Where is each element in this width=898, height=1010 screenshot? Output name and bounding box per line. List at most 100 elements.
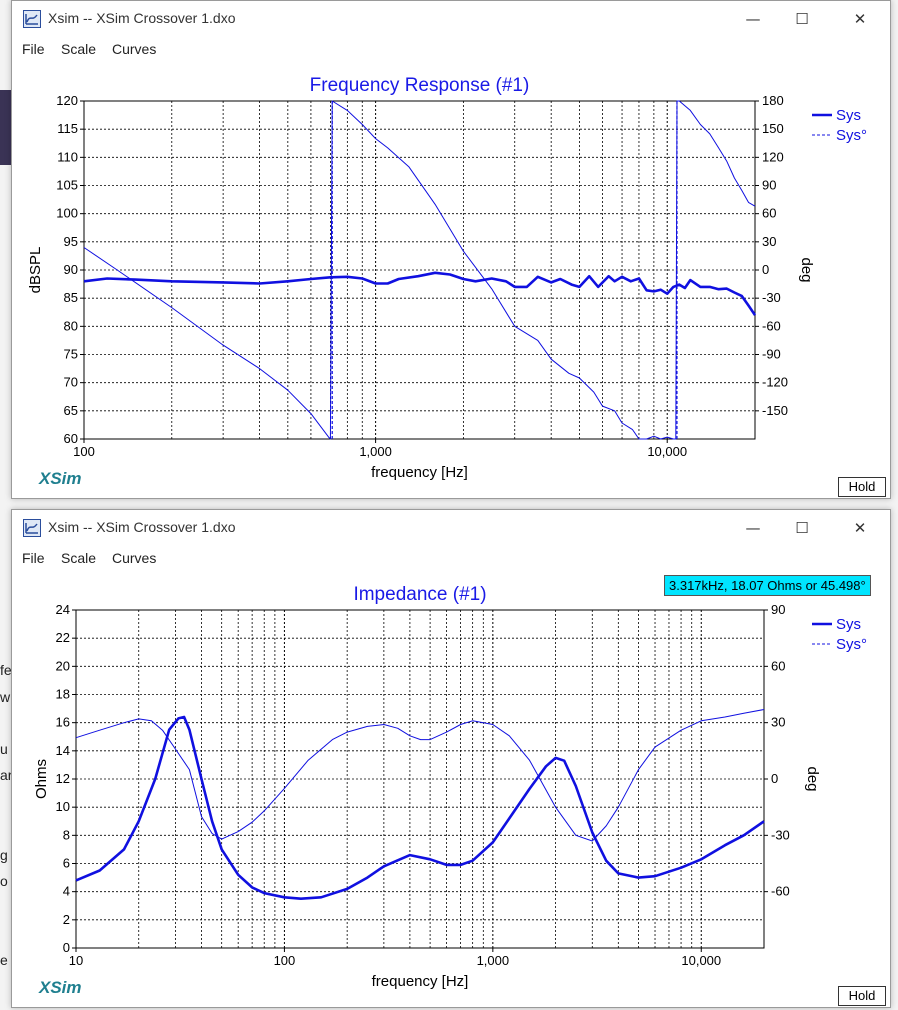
x-tick-label: 100 [73, 444, 95, 459]
frequency-response-window: Xsim -- XSim Crossover 1.dxo — ☐ ✕ File … [11, 0, 891, 499]
legend-label: Sys° [836, 636, 867, 653]
series-line-sys-phase [83, 100, 756, 440]
y-tick-label: 110 [57, 149, 78, 164]
y-tick-label: 85 [64, 290, 78, 305]
xsim-app-icon [23, 519, 41, 537]
y2-tick-label: -90 [762, 347, 781, 362]
impedance-window: Xsim -- XSim Crossover 1.dxo — ☐ ✕ File … [11, 509, 891, 1008]
y-tick-label: 115 [57, 121, 78, 136]
minimize-button[interactable]: — [745, 10, 761, 28]
y-tick-label: 95 [64, 234, 78, 249]
y-tick-label: 0 [63, 940, 70, 955]
background-text: e [0, 952, 8, 968]
close-button[interactable]: ✕ [853, 519, 867, 537]
maximize-button[interactable]: ☐ [795, 10, 809, 28]
y2-tick-label: 30 [762, 234, 776, 249]
background-text: g [0, 847, 8, 863]
y-axis-label: dBSPL [27, 247, 44, 294]
y2-tick-label: 0 [762, 262, 769, 277]
x-tick-label: 1,000 [477, 953, 510, 968]
y-tick-label: 16 [56, 715, 70, 730]
background-text: o [0, 873, 8, 889]
series-line-sys [83, 271, 757, 316]
x-tick-label: 10,000 [647, 444, 687, 459]
series-line-sys [75, 715, 765, 900]
impedance-chart[interactable]: Impedance (#1)024681012141618202224-60-3… [12, 570, 888, 1006]
window-title: Xsim -- XSim Crossover 1.dxo [48, 10, 236, 26]
maximize-button[interactable]: ☐ [795, 519, 809, 537]
y2-tick-label: 60 [771, 658, 785, 673]
y2-tick-label: 30 [771, 715, 785, 730]
y2-tick-label: -60 [762, 318, 781, 333]
menu-curves[interactable]: Curves [112, 41, 157, 57]
hold-button[interactable]: Hold [838, 477, 886, 497]
chart-title: Frequency Response (#1) [310, 75, 530, 96]
frequency-response-chart[interactable]: Frequency Response (#1) 60 65 70 75 80 85 90 95 1… [12, 61, 888, 497]
x-axis-label: frequency [Hz] [372, 973, 469, 990]
background-text: fe [0, 662, 12, 678]
y-tick-label: 60 [64, 431, 78, 446]
y-tick-label: 4 [63, 884, 70, 899]
y-tick-label: 10 [56, 799, 70, 814]
xsim-logo: XSim [39, 978, 82, 997]
y2-tick-label: 180 [762, 93, 784, 108]
x-axis-label: frequency [Hz] [371, 464, 468, 481]
y-tick-label: 80 [64, 318, 78, 333]
window-title: Xsim -- XSim Crossover 1.dxo [48, 519, 236, 535]
hold-button[interactable]: Hold [838, 986, 886, 1006]
y-tick-label: 18 [56, 687, 70, 702]
y2-axis-label: deg [804, 766, 821, 791]
menu-scale[interactable]: Scale [61, 41, 97, 57]
legend-label: Sys [836, 616, 861, 633]
y-tick-label: 14 [56, 743, 70, 758]
x-tick-label: 10,000 [681, 953, 721, 968]
y-tick-label: 12 [56, 771, 70, 786]
y2-tick-label: 60 [762, 206, 776, 221]
y2-tick-label: 0 [771, 771, 778, 786]
y-tick-label: 6 [63, 856, 70, 871]
menu-file[interactable]: File [22, 41, 45, 57]
y2-tick-label: 90 [771, 602, 785, 617]
legend-label: Sys [836, 107, 861, 124]
menu-curves[interactable]: Curves [112, 550, 157, 566]
series-line-sys-phase [75, 709, 765, 842]
title-bar[interactable]: Xsim -- XSim Crossover 1.dxo — ☐ ✕ [12, 510, 890, 546]
y-tick-label: 100 [56, 206, 78, 221]
chart-title: Impedance (#1) [353, 584, 486, 605]
y-tick-label: 75 [64, 347, 78, 362]
x-tick-label: 10 [69, 953, 83, 968]
y2-tick-label: -120 [762, 375, 788, 390]
xsim-app-icon [23, 10, 41, 28]
background-text: w [0, 689, 11, 705]
title-bar[interactable]: Xsim -- XSim Crossover 1.dxo — ☐ ✕ [12, 1, 890, 37]
y-tick-label: 24 [56, 602, 70, 617]
y-axis-label: Ohms [33, 759, 50, 799]
y2-tick-label: 120 [762, 149, 784, 164]
y2-tick-label: 90 [762, 178, 776, 193]
plot-area[interactable]: Impedance (#1) 0 2 4 6 8 10 12 14 16 18 20 22 24 -60 -3… [12, 570, 890, 1007]
y-tick-label: 65 [64, 403, 78, 418]
y-tick-label: 120 [56, 93, 78, 108]
legend-label: Sys° [836, 127, 867, 144]
menu-bar: File Scale Curves [12, 37, 890, 61]
y-tick-label: 8 [63, 827, 70, 842]
x-tick-label: 1,000 [359, 444, 392, 459]
cursor-readout: 3.317kHz, 18.07 Ohms or 45.498° [664, 575, 871, 596]
y-tick-label: 105 [56, 178, 78, 193]
background-text: u [0, 741, 8, 757]
minimize-button[interactable]: — [745, 519, 761, 537]
y2-tick-label: -150 [762, 403, 788, 418]
close-button[interactable]: ✕ [853, 10, 867, 28]
menu-file[interactable]: File [22, 550, 45, 566]
y2-axis-label: deg [798, 257, 815, 282]
y-tick-label: 22 [56, 630, 70, 645]
y-tick-label: 70 [64, 375, 78, 390]
y2-tick-label: -30 [771, 827, 790, 842]
y2-tick-label: 150 [762, 121, 784, 136]
x-tick-label: 100 [274, 953, 296, 968]
menu-scale[interactable]: Scale [61, 550, 97, 566]
y2-tick-label: -30 [762, 290, 781, 305]
y-tick-label: 20 [56, 658, 70, 673]
y2-tick-label: -60 [771, 884, 790, 899]
plot-area[interactable]: Frequency Response (#1) 60 65 70 75 80 85 90 95 1… [12, 61, 890, 498]
